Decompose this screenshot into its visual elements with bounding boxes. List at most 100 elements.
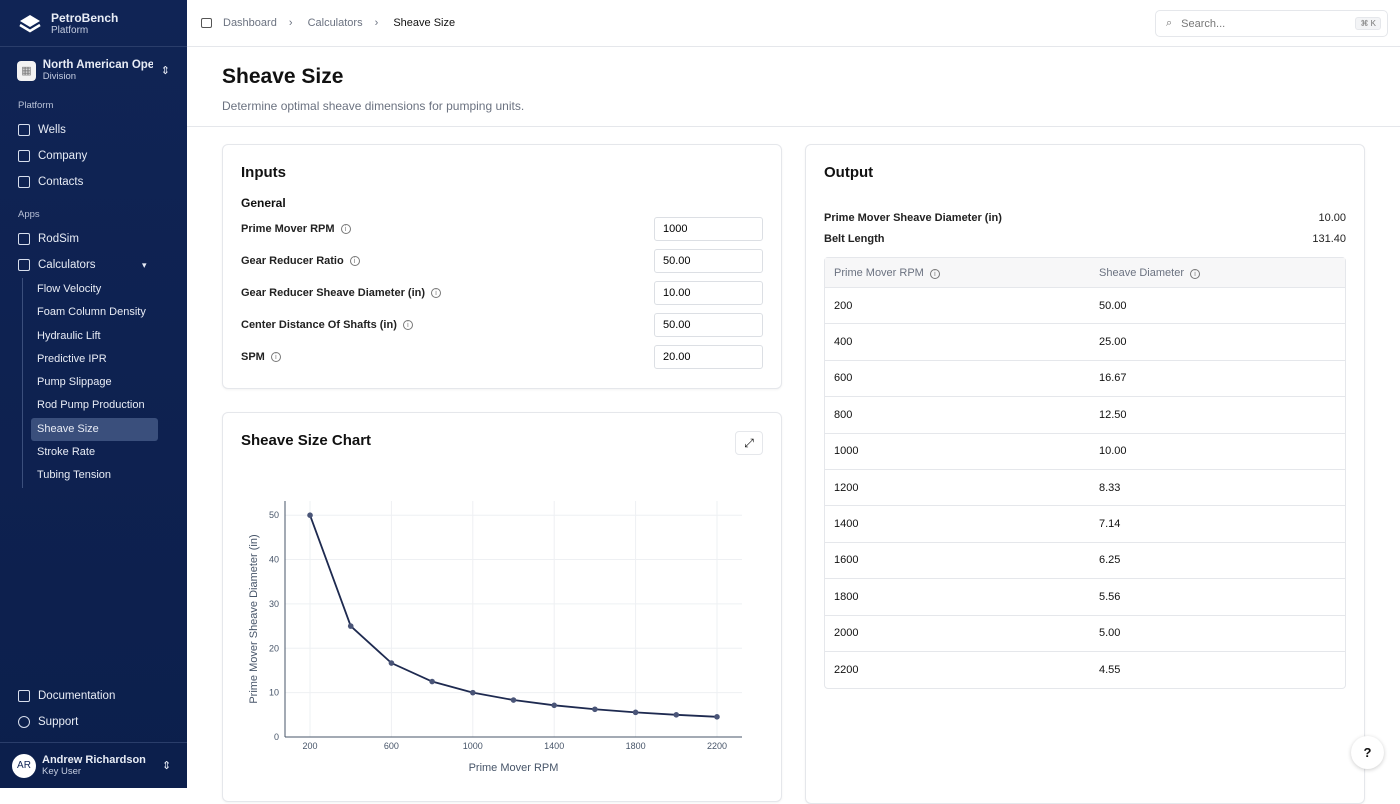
x-tick-label: 2200 <box>707 741 727 751</box>
info-icon[interactable]: i <box>270 352 281 362</box>
sidebar-item-documentation[interactable]: Documentation <box>0 683 187 709</box>
table-row: 2000 5.00 <box>825 616 1345 652</box>
header-diameter: Sheave Diameter i <box>1090 267 1200 279</box>
output-table: Prime Mover RPM i Sheave Diameter i 200 50.… <box>824 257 1346 690</box>
header-rpm: Prime Mover RPM i <box>825 267 1090 279</box>
org-name: North American Operations <box>42 59 153 71</box>
sidebar-item-company[interactable]: Company <box>0 143 187 169</box>
sidebar-item-tubing-tension[interactable]: Tubing Tension <box>37 469 111 482</box>
y-tick-label: 40 <box>269 555 279 565</box>
building-icon <box>18 150 30 162</box>
input-field[interactable] <box>654 313 763 337</box>
calculators-submenu: Flow Velocity Foam Column Density Hydrauli… <box>22 278 187 488</box>
input-field[interactable] <box>654 345 763 369</box>
breadcrumb-calculators[interactable]: Calculators <box>307 17 363 29</box>
sidebar-item-pump-slippage[interactable]: Pump Slippage <box>37 376 112 389</box>
inputs-section-general: General <box>241 196 286 210</box>
input-row: SPM i <box>241 345 763 369</box>
petrobench-logo-icon <box>19 15 41 33</box>
app-name: PetroBench <box>51 10 119 25</box>
info-icon[interactable]: i <box>349 256 360 266</box>
sidebar-toggle-icon[interactable] <box>201 18 212 28</box>
breadcrumb-dashboard[interactable]: Dashboard <box>223 17 277 29</box>
info-icon[interactable]: i <box>431 288 442 298</box>
info-icon[interactable]: i <box>402 320 413 330</box>
table-row: 800 12.50 <box>825 397 1345 434</box>
expand-button[interactable]: ⤢ <box>735 431 763 455</box>
input-field[interactable] <box>654 217 763 241</box>
input-row: Gear Reducer Sheave Diameter (in) i <box>241 281 763 305</box>
input-field[interactable] <box>654 249 763 273</box>
app-subtitle: Platform <box>51 24 89 36</box>
sidebar-item-wells[interactable]: Wells <box>0 117 187 143</box>
sidebar-item-hydraulic-lift[interactable]: Hydraulic Lift <box>37 329 101 342</box>
section-label-apps: Apps <box>18 209 40 220</box>
page-header: Sheave Size Determine optimal sheave dim… <box>187 47 1400 127</box>
y-axis-label: Prime Mover Sheave Diameter (in) <box>248 534 260 703</box>
x-tick-label: 1000 <box>463 741 483 751</box>
x-tick-label: 200 <box>303 741 318 751</box>
sidebar-item-predictive-ipr[interactable]: Predictive IPR <box>37 352 107 365</box>
output-result: Prime Mover Sheave Diameter (in) 10.00 <box>824 212 1346 224</box>
sidebar-item-foam-column-density[interactable]: Foam Column Density <box>37 306 146 319</box>
sidebar-item-calculators[interactable]: Calculators ▾ <box>0 252 187 278</box>
table-header: Prime Mover RPM i Sheave Diameter i <box>825 258 1345 288</box>
input-row: Gear Reducer Ratio i <box>241 249 763 273</box>
table-row: 2200 4.55 <box>834 664 1121 677</box>
sidebar-item-contacts[interactable]: Contacts <box>0 169 187 195</box>
output-result: Belt Length 131.40 <box>824 233 1346 245</box>
sidebar-item-support[interactable]: Support <box>0 709 187 735</box>
chevron-up-down-icon: ⇕ <box>160 65 170 77</box>
data-point <box>714 714 720 720</box>
x-axis-label: Prime Mover RPM <box>469 762 559 774</box>
docs-icon <box>18 690 30 702</box>
data-point <box>551 702 557 709</box>
help-button[interactable]: ? <box>1351 736 1384 769</box>
output-title: Output <box>824 164 874 181</box>
input-row: Prime Mover RPM i <box>241 217 763 241</box>
data-point <box>307 512 313 518</box>
org-type: Division <box>42 71 77 82</box>
series-line <box>309 514 718 718</box>
breadcrumb-current: Sheave Size <box>393 17 456 29</box>
data-point <box>470 689 476 696</box>
y-tick-label: 20 <box>269 643 279 653</box>
info-icon[interactable]: i <box>1190 268 1200 279</box>
y-tick-label: 30 <box>269 599 279 609</box>
search-shortcut: ⌘ K <box>1355 17 1381 30</box>
sidebar-item-sheave-size[interactable]: Sheave Size <box>31 417 158 442</box>
table-row: 1000 10.00 <box>825 434 1345 470</box>
sidebar-item-stroke-rate[interactable]: Stroke Rate <box>37 446 96 459</box>
search-input[interactable]: ⌕ Search... ⌘ K <box>1155 10 1388 37</box>
topbar: Dashboard › Calculators › Sheave Size ⌕ Se… <box>187 0 1400 47</box>
input-row: Center Distance Of Shafts (in) i <box>241 313 763 337</box>
table-row: 600 16.67 <box>825 361 1345 398</box>
info-icon[interactable]: i <box>340 224 351 234</box>
sidebar-item-rodsim[interactable]: RodSim <box>0 226 187 252</box>
user-role: Key User <box>42 766 82 777</box>
chart-card: Sheave Size Chart ⤢ 0 10 20 30 40 50 200 600 100… <box>222 412 782 802</box>
rodsim-icon <box>18 233 30 245</box>
chevron-up-down-icon: ⇕ <box>162 760 172 772</box>
table-row: 1400 7.14 <box>825 506 1345 543</box>
output-card: Output Prime Mover Sheave Diameter (in) 1… <box>805 144 1365 804</box>
x-tick-label: 600 <box>384 741 399 751</box>
inputs-title: Inputs <box>241 164 286 181</box>
org-switcher[interactable]: ▦ North American OperationsDivision ⇕ <box>0 47 187 82</box>
data-point <box>347 623 354 629</box>
calculator-icon <box>18 259 30 271</box>
table-row: 400 25.00 <box>825 324 1345 361</box>
x-tick-label: 1800 <box>626 741 646 751</box>
info-icon[interactable]: i <box>929 268 940 279</box>
page-title: Sheave Size <box>222 65 344 88</box>
sidebar-item-rod-pump-production[interactable]: Rod Pump Production <box>37 399 145 412</box>
search-icon: ⌕ <box>1166 17 1173 29</box>
y-tick-label: 50 <box>269 510 279 520</box>
sidebar-item-flow-velocity[interactable]: Flow Velocity <box>37 283 102 295</box>
y-tick-label: 10 <box>269 688 279 698</box>
input-field[interactable] <box>654 281 763 305</box>
brand[interactable]: PetroBench Platform <box>0 0 187 47</box>
user-menu[interactable]: AR Andrew Richardson Key User ⇕ <box>0 742 187 788</box>
help-circle-icon <box>18 716 30 728</box>
